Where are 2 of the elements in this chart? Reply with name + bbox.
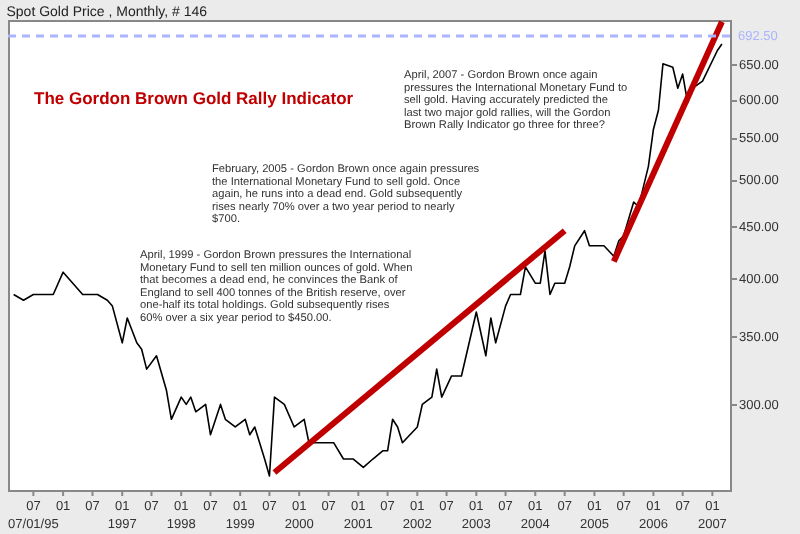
annotation: The Gordon Brown Gold Rally Indicator (34, 88, 355, 108)
line-series (12, 43, 723, 477)
